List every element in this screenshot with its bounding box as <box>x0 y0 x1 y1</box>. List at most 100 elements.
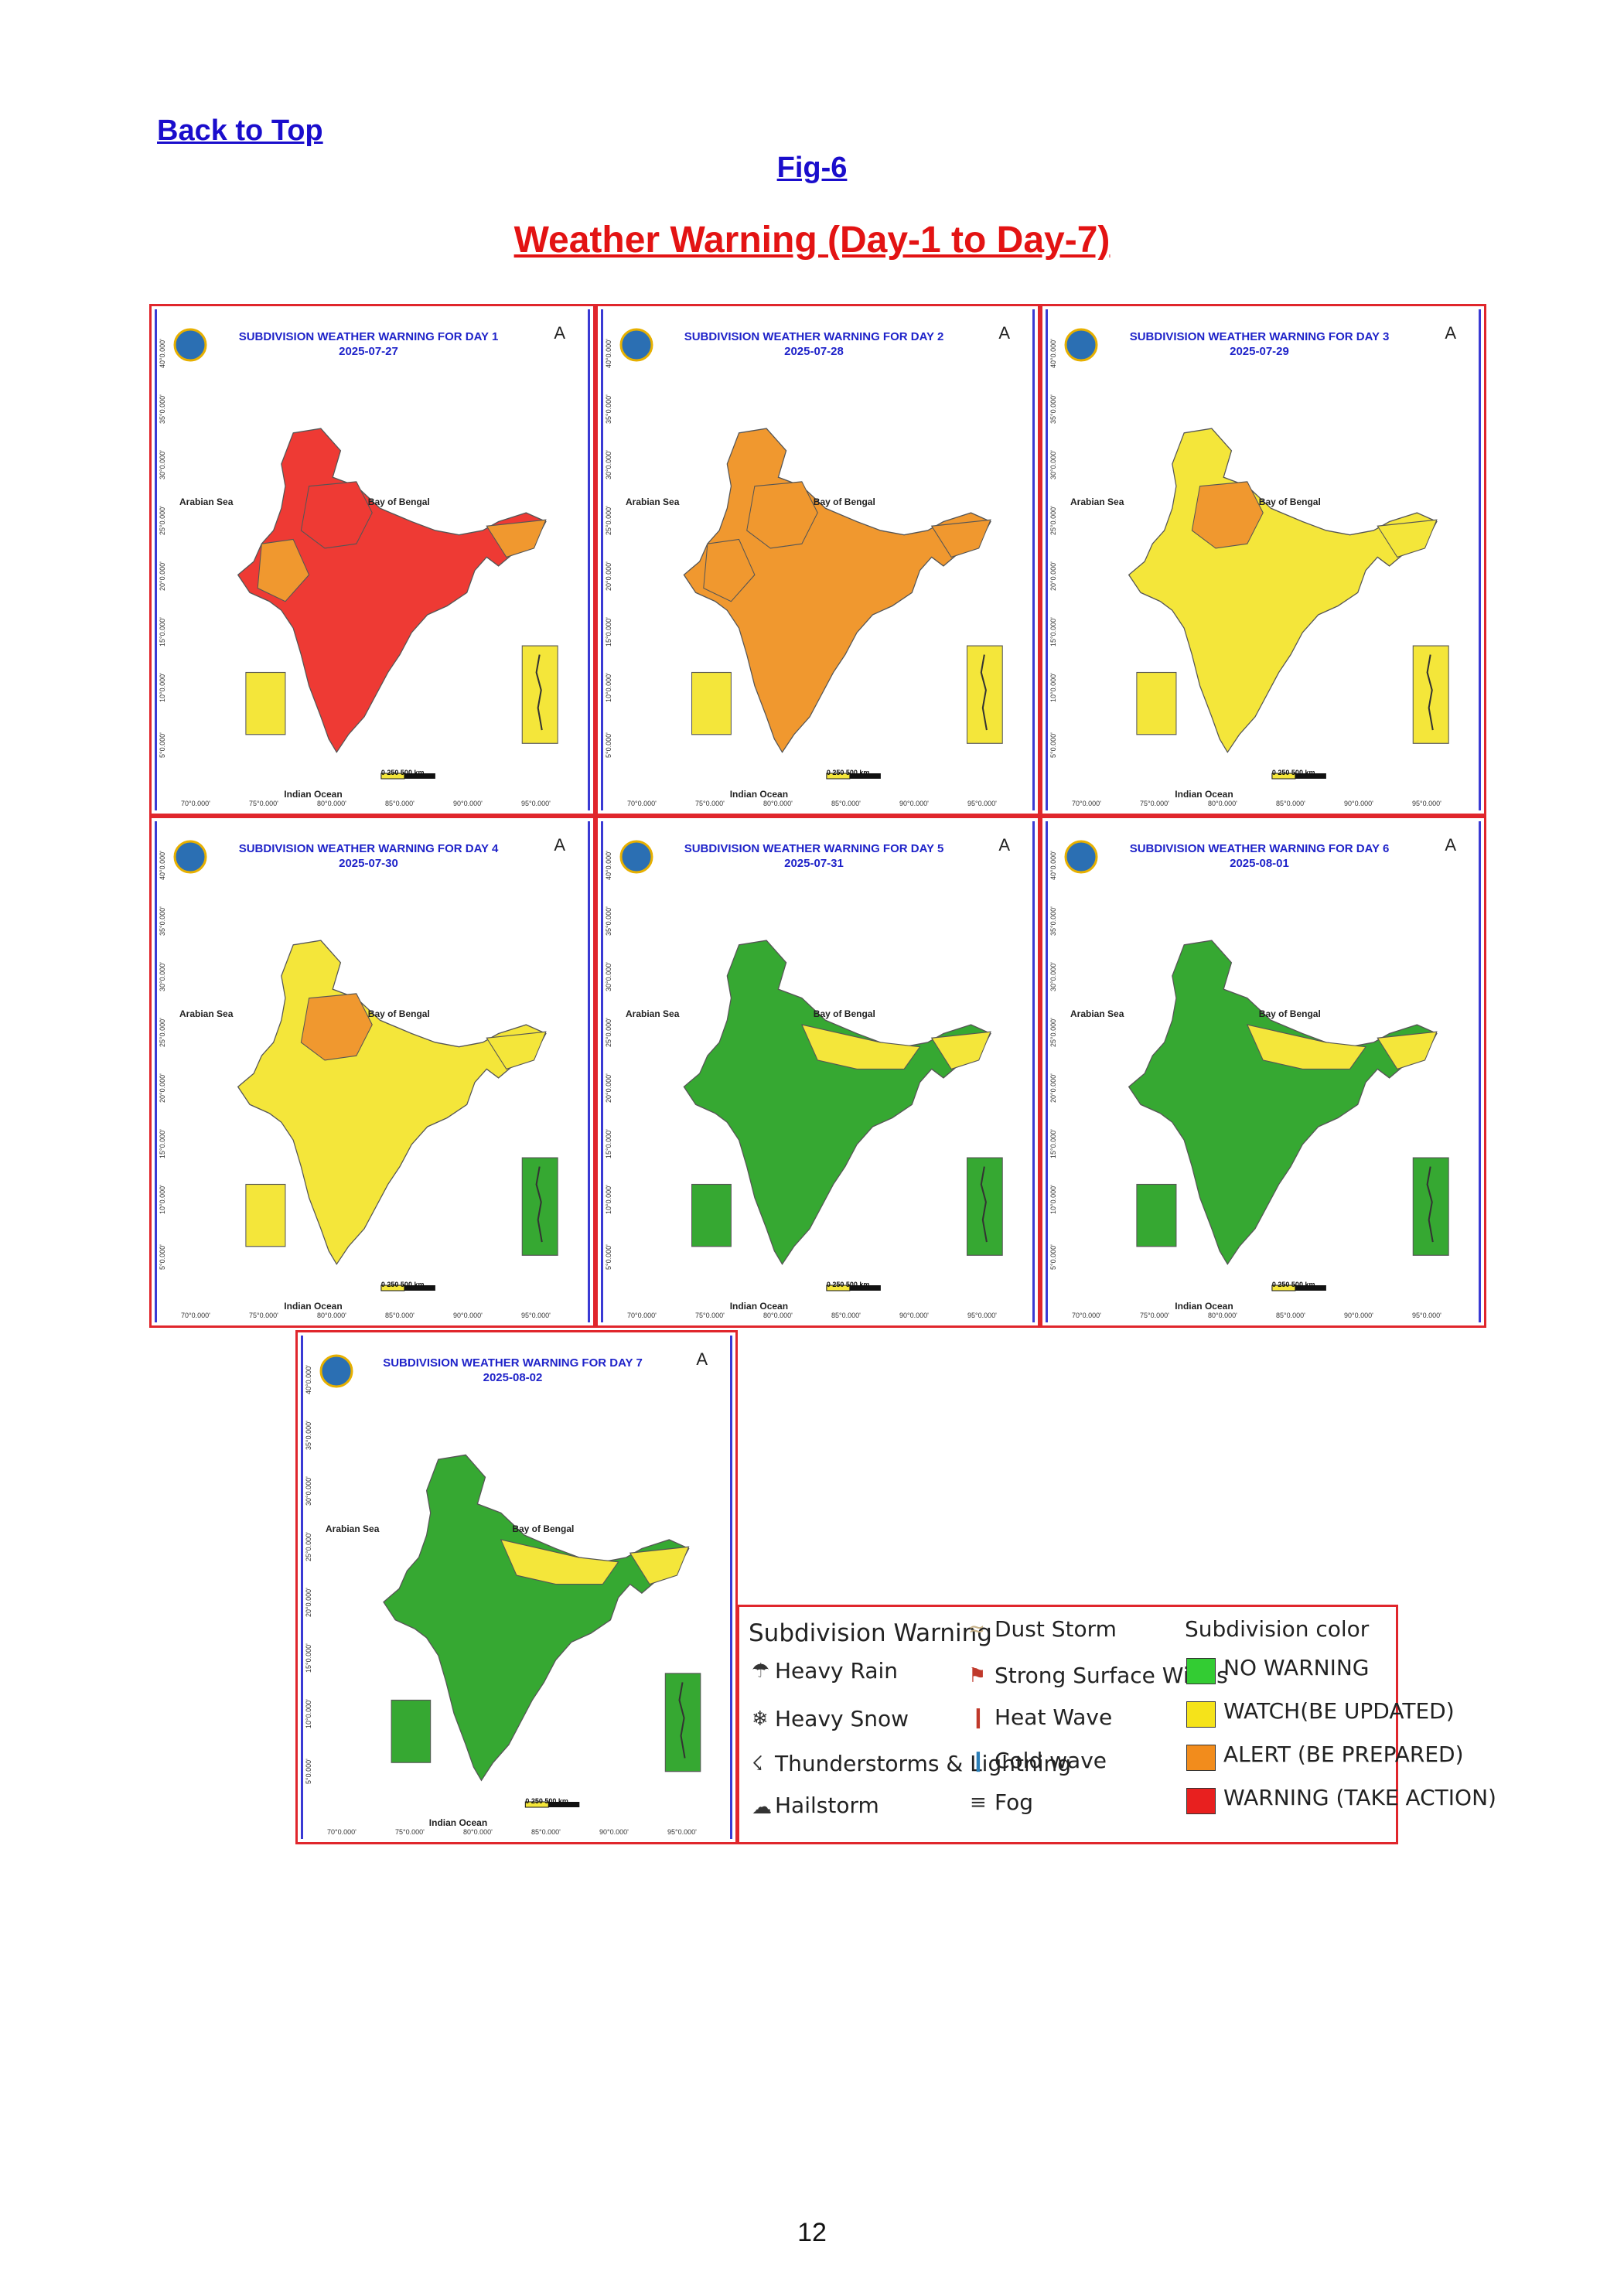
longitude-label: 85°0.000' <box>531 1828 561 1836</box>
latitude-label: 35°0.000' <box>605 906 612 936</box>
bay-of-bengal-label: Bay of Bengal <box>512 1523 575 1535</box>
north-arrow-icon: A <box>998 323 1010 343</box>
map-title-text: SUBDIVISION WEATHER WARNING FOR DAY 2 <box>684 330 944 343</box>
arabian-sea-label: Arabian Sea <box>179 496 234 507</box>
north-arrow-icon: A <box>1445 323 1456 343</box>
latitude-label: 20°0.000' <box>605 561 612 591</box>
north-arrow-icon: A <box>554 323 565 343</box>
arabian-sea-label: Arabian Sea <box>626 1008 680 1019</box>
thunderstorm-icon: ☇ <box>752 1752 763 1776</box>
latitude-label: 15°0.000' <box>305 1643 312 1673</box>
map-panel-day-5: SUBDIVISION WEATHER WARNING FOR DAY 5 202… <box>595 816 1040 1328</box>
latitude-label: 5°0.000' <box>605 1244 612 1270</box>
latitude-label: 15°0.000' <box>1049 1129 1057 1158</box>
latitude-label: 20°0.000' <box>159 561 166 591</box>
longitude-label: 70°0.000' <box>181 1312 210 1319</box>
latitude-label: 20°0.000' <box>1049 561 1057 591</box>
legend-item: Dust Storm <box>995 1616 1117 1642</box>
latitude-label: 5°0.000' <box>159 1244 166 1270</box>
longitude-label: 95°0.000' <box>521 1312 551 1319</box>
longitude-label: 90°0.000' <box>1344 1312 1373 1319</box>
longitude-label: 80°0.000' <box>763 1312 793 1319</box>
map-title: SUBDIVISION WEATHER WARNING FOR DAY 1 202… <box>198 329 539 359</box>
longitude-label: 90°0.000' <box>453 800 483 807</box>
north-arrow-icon: A <box>1445 835 1456 855</box>
scale-bar-label: 0 250 500 km <box>525 1797 568 1805</box>
indian-ocean-label: Indian Ocean <box>284 789 343 800</box>
latitude-label: 10°0.000' <box>1049 1185 1057 1214</box>
map-title: SUBDIVISION WEATHER WARNING FOR DAY 2 202… <box>644 329 984 359</box>
india-map <box>173 328 558 780</box>
longitude-label: 70°0.000' <box>1072 800 1101 807</box>
scale-bar-label: 0 250 500 km <box>1271 769 1315 776</box>
scale-bar-label: 0 250 500 km <box>1271 1281 1315 1288</box>
longitude-label: 80°0.000' <box>763 800 793 807</box>
legend-color-label: WATCH(BE UPDATED) <box>1223 1698 1455 1724</box>
latitude-label: 20°0.000' <box>159 1073 166 1103</box>
latitude-label: 30°0.000' <box>605 450 612 479</box>
longitude-label: 90°0.000' <box>453 1312 483 1319</box>
scale-bar-label: 0 250 500 km <box>826 1281 870 1288</box>
longitude-label: 95°0.000' <box>1412 1312 1441 1319</box>
scale-bar-label: 0 250 500 km <box>826 769 870 776</box>
map-title: SUBDIVISION WEATHER WARNING FOR DAY 3 202… <box>1089 329 1430 359</box>
latitude-label: 40°0.000' <box>159 851 166 880</box>
longitude-label: 90°0.000' <box>899 800 929 807</box>
latitude-label: 40°0.000' <box>605 851 612 880</box>
latitude-label: 30°0.000' <box>305 1476 312 1506</box>
map-title: SUBDIVISION WEATHER WARNING FOR DAY 7 202… <box>344 1356 681 1385</box>
latitude-label: 5°0.000' <box>305 1759 312 1784</box>
legend-warning-heading: Subdivision Warning <box>749 1619 992 1647</box>
north-arrow-icon: A <box>696 1349 708 1369</box>
page-number: 12 <box>797 2218 827 2247</box>
longitude-label: 95°0.000' <box>667 1828 697 1836</box>
bay-of-bengal-label: Bay of Bengal <box>1258 1008 1321 1019</box>
north-arrow-icon: A <box>554 835 565 855</box>
latitude-label: 10°0.000' <box>305 1699 312 1728</box>
latitude-label: 10°0.000' <box>605 673 612 702</box>
latitude-label: 15°0.000' <box>1049 617 1057 646</box>
arabian-sea-label: Arabian Sea <box>1070 1008 1124 1019</box>
longitude-label: 75°0.000' <box>249 1312 278 1319</box>
latitude-label: 40°0.000' <box>159 339 166 368</box>
latitude-label: 40°0.000' <box>305 1365 312 1394</box>
rain-cloud-icon: ☂ <box>752 1660 770 1683</box>
thermometer-hot-icon: ❙ <box>970 1706 987 1729</box>
latitude-label: 35°0.000' <box>305 1421 312 1450</box>
longitude-label: 70°0.000' <box>181 800 210 807</box>
longitude-label: 70°0.000' <box>627 1312 657 1319</box>
longitude-label: 95°0.000' <box>967 1312 997 1319</box>
longitude-label: 85°0.000' <box>1276 800 1305 807</box>
snow-cloud-icon: ❄ <box>752 1708 769 1731</box>
india-map <box>619 328 1003 780</box>
map-date: 2025-07-31 <box>784 857 844 870</box>
map-title-text: SUBDIVISION WEATHER WARNING FOR DAY 6 <box>1129 842 1390 855</box>
latitude-label: 30°0.000' <box>159 450 166 479</box>
longitude-label: 80°0.000' <box>1208 1312 1237 1319</box>
legend-item: Heavy Rain <box>775 1658 899 1684</box>
longitude-label: 70°0.000' <box>327 1828 357 1836</box>
latitude-label: 25°0.000' <box>605 1018 612 1047</box>
longitude-label: 75°0.000' <box>695 1312 725 1319</box>
longitude-label: 80°0.000' <box>1208 800 1237 807</box>
map-title: SUBDIVISION WEATHER WARNING FOR DAY 4 202… <box>198 841 539 871</box>
fog-icon: ≡ <box>970 1791 987 1814</box>
legend-item: Heavy Snow <box>775 1706 909 1731</box>
map-date: 2025-08-01 <box>1230 857 1289 870</box>
indian-ocean-label: Indian Ocean <box>729 1301 789 1312</box>
legend: Subdivision Warning ☂ Heavy Rain ❄ Heavy… <box>737 1605 1496 1844</box>
latitude-label: 40°0.000' <box>605 339 612 368</box>
latitude-label: 30°0.000' <box>605 962 612 991</box>
arabian-sea-label: Arabian Sea <box>326 1523 380 1535</box>
dust-storm-icon: ≈ <box>968 1618 985 1641</box>
back-to-top-link[interactable]: Back to Top <box>157 114 323 147</box>
map-title-text: SUBDIVISION WEATHER WARNING FOR DAY 5 <box>684 842 944 855</box>
india-map <box>1064 840 1449 1291</box>
map-panel-day-3: SUBDIVISION WEATHER WARNING FOR DAY 3 202… <box>1040 304 1486 816</box>
latitude-label: 10°0.000' <box>159 673 166 702</box>
figure-label: Fig-6 <box>776 152 848 184</box>
longitude-label: 95°0.000' <box>521 800 551 807</box>
map-panel-day-6: SUBDIVISION WEATHER WARNING FOR DAY 6 202… <box>1040 816 1486 1328</box>
longitude-label: 70°0.000' <box>1072 1312 1101 1319</box>
latitude-label: 35°0.000' <box>159 906 166 936</box>
